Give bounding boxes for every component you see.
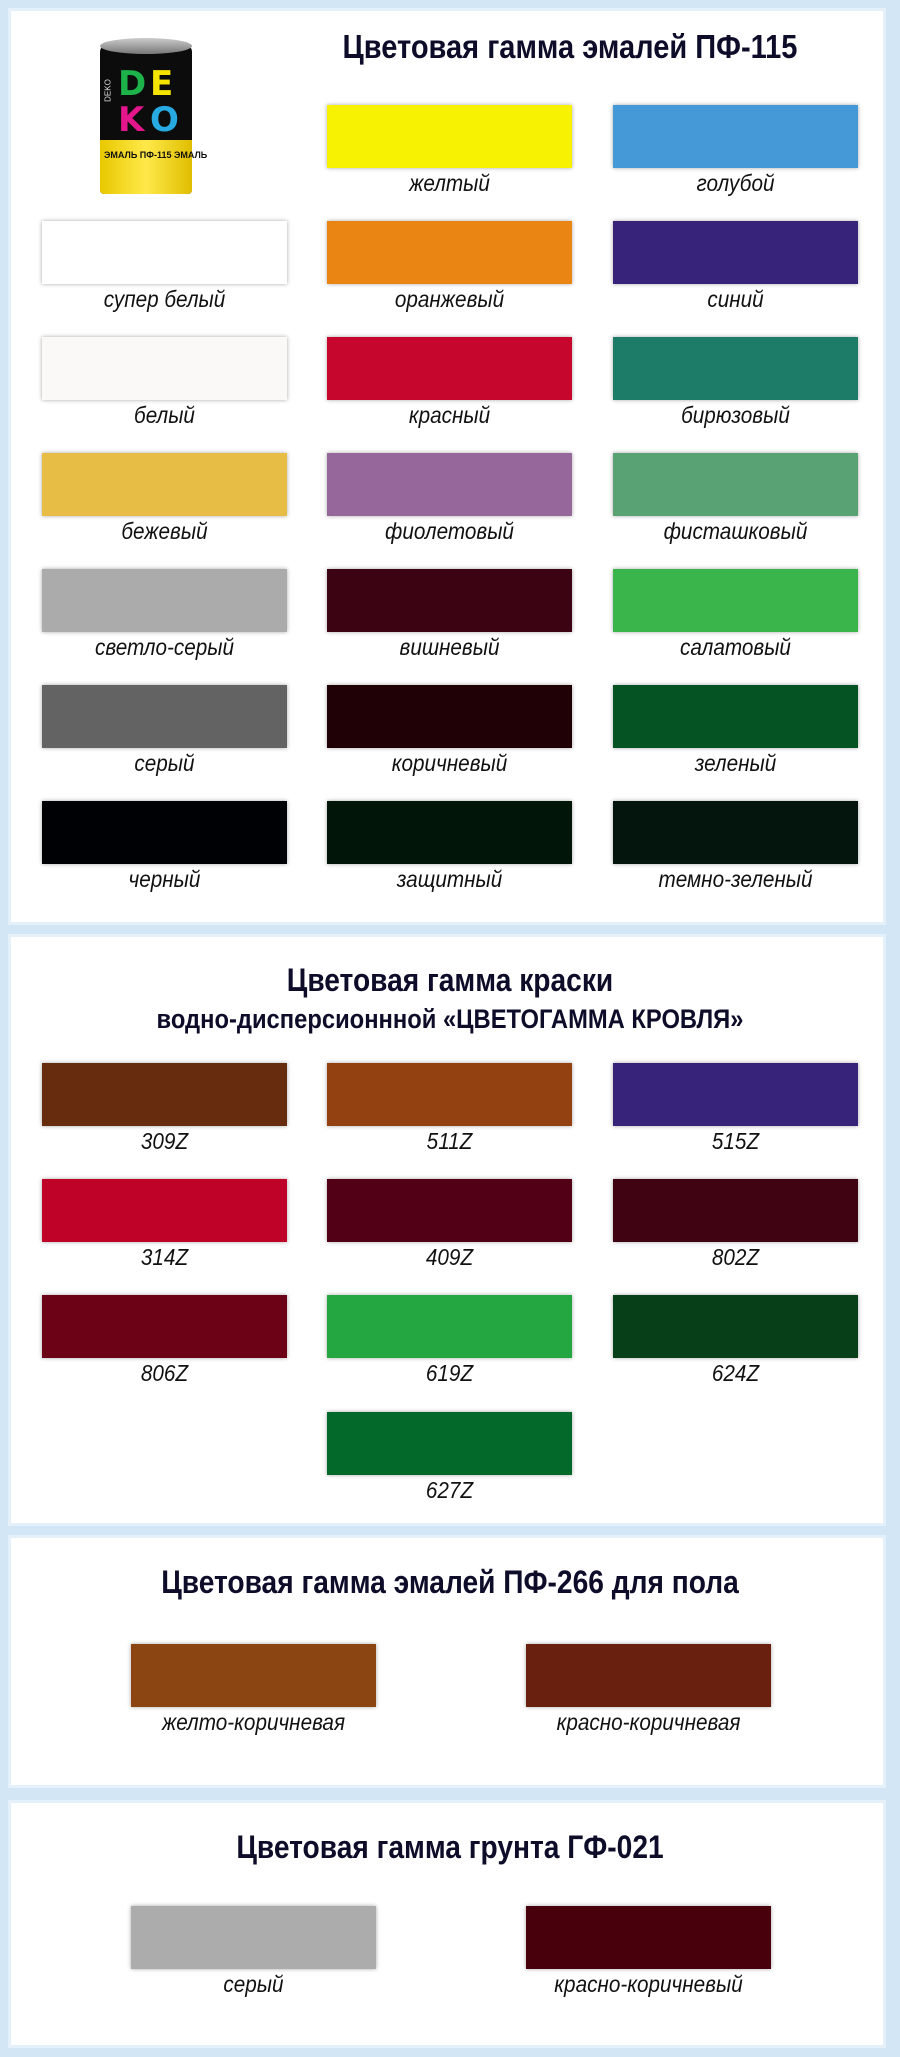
can-side-brand: DEKO — [103, 79, 113, 102]
color-label: супер белый — [103, 286, 226, 312]
color-swatch-krovlya — [613, 1179, 858, 1242]
color-swatch-pf115 — [327, 685, 572, 748]
color-swatch-pf115 — [327, 569, 572, 632]
color-swatch-krovlya — [42, 1063, 287, 1126]
color-label: 314Z — [140, 1244, 189, 1270]
color-label: бежевый — [121, 518, 208, 544]
color-swatch-pf115 — [613, 337, 858, 400]
color-swatch-pf115 — [42, 685, 287, 748]
color-swatch-pf115 — [613, 685, 858, 748]
color-swatch-pf115 — [327, 337, 572, 400]
color-swatch-gf021 — [131, 1906, 376, 1969]
color-label: 409Z — [425, 1244, 474, 1270]
color-label: 309Z — [140, 1128, 189, 1154]
section-title-pf115: Цветовая гамма эмалей ПФ-115 — [342, 28, 798, 65]
color-swatch-pf115 — [613, 221, 858, 284]
color-label: светло-серый — [95, 634, 234, 660]
color-label: коричневый — [391, 750, 508, 776]
color-swatch-pf115 — [613, 453, 858, 516]
color-swatch-pf115 — [42, 569, 287, 632]
color-swatch-pf115 — [613, 569, 858, 632]
color-label: 511Z — [426, 1128, 473, 1154]
color-label: бирюзовый — [681, 402, 790, 428]
color-label: 624Z — [711, 1360, 760, 1386]
color-label: 515Z — [711, 1128, 760, 1154]
section-title-krovlya: Цветовая гамма краски — [286, 962, 614, 998]
section-subtitle-krovlya: водно-дисперсионнной «ЦВЕТОГАММА КРОВЛЯ» — [156, 1004, 744, 1034]
color-swatch-krovlya — [613, 1063, 858, 1126]
color-label: желто-коричневая — [161, 1709, 346, 1735]
product-can-image: DEKO D E K O ЭМАЛЬ ПФ-115 ЭМАЛЬ — [92, 38, 207, 198]
color-label: 806Z — [140, 1360, 189, 1386]
section-title-gf021: Цветовая гамма грунта ГФ-021 — [236, 1829, 664, 1865]
color-swatch-pf115 — [327, 105, 572, 168]
color-swatch-pf115 — [42, 221, 287, 284]
color-swatch-krovlya — [613, 1295, 858, 1358]
section-title-pf266: Цветовая гамма эмалей ПФ-266 для пола — [161, 1564, 739, 1600]
color-label: синий — [707, 286, 764, 312]
color-swatch-krovlya — [327, 1179, 572, 1242]
color-swatch-krovlya — [327, 1412, 572, 1475]
color-swatch-gf021 — [526, 1906, 771, 1969]
color-label: фисташковый — [663, 518, 808, 544]
color-swatch-krovlya — [42, 1295, 287, 1358]
color-swatch-pf115 — [42, 453, 287, 516]
color-swatch-pf115 — [327, 801, 572, 864]
color-label: защитный — [396, 866, 503, 892]
can-band-text: ЭМАЛЬ ПФ-115 ЭМАЛЬ — [104, 150, 208, 160]
color-label: красно-коричневая — [556, 1709, 741, 1735]
color-label: вишневый — [399, 634, 500, 660]
color-label: зеленый — [694, 750, 777, 776]
color-label: белый — [134, 402, 195, 428]
color-swatch-pf115 — [613, 801, 858, 864]
color-swatch-krovlya — [42, 1179, 287, 1242]
color-swatch-pf115 — [42, 337, 287, 400]
color-swatch-pf115 — [327, 221, 572, 284]
color-label: 627Z — [425, 1477, 474, 1503]
color-label: серый — [223, 1971, 284, 1997]
color-swatch-pf115 — [613, 105, 858, 168]
color-label: черный — [128, 866, 201, 892]
color-label: 802Z — [711, 1244, 760, 1270]
color-swatch-krovlya — [327, 1295, 572, 1358]
color-label: красный — [408, 402, 491, 428]
color-swatch-pf115 — [42, 801, 287, 864]
color-label: темно-зеленый — [658, 866, 813, 892]
color-label: серый — [134, 750, 195, 776]
color-swatch-pf115 — [327, 453, 572, 516]
color-label: желтый — [409, 170, 490, 196]
color-label: фиолетовый — [385, 518, 514, 544]
color-label: 619Z — [425, 1360, 474, 1386]
color-label: красно-коричневый — [554, 1971, 743, 1997]
color-swatch-pf266 — [131, 1644, 376, 1707]
color-label: голубой — [696, 170, 775, 196]
color-swatch-krovlya — [327, 1063, 572, 1126]
color-label: оранжевый — [394, 286, 505, 312]
color-label: салатовый — [680, 634, 791, 660]
color-swatch-pf266 — [526, 1644, 771, 1707]
